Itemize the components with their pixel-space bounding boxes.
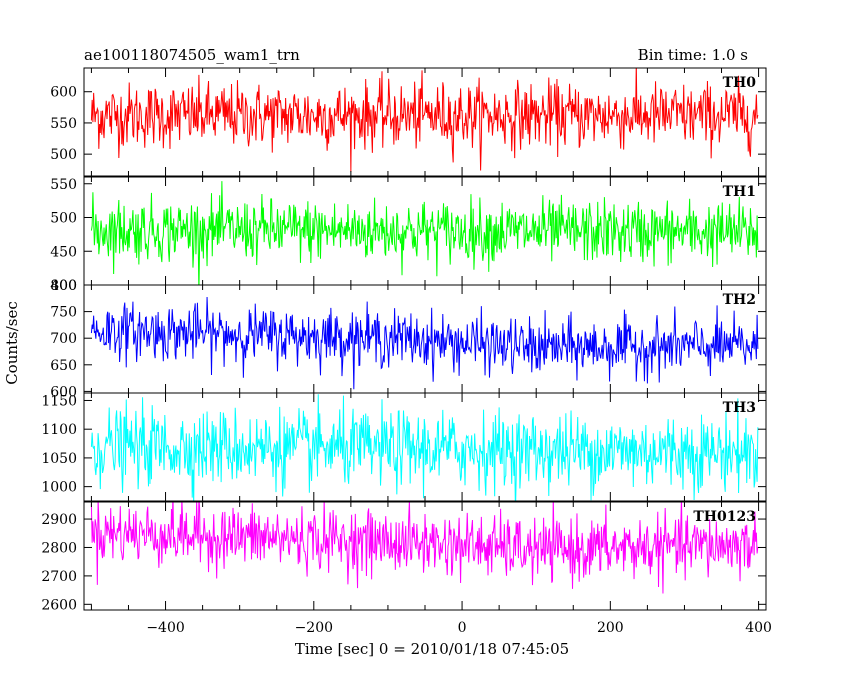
bin-time-label: Bin time: 1.0 s [638, 46, 748, 64]
y-tick-label: 400 [50, 278, 77, 294]
y-tick-label: 500 [50, 147, 77, 163]
x-axis-label: Time [sec] 0 = 2010/01/18 07:45:05 [295, 640, 569, 658]
y-tick-label: 1000 [41, 480, 77, 496]
panel-frame [83, 67, 767, 177]
y-tick-label: 1150 [41, 393, 77, 409]
y-tick-label: 450 [50, 244, 77, 260]
series-label: TH0123 [693, 509, 756, 525]
y-tick-label: 2700 [41, 569, 77, 585]
x-tick-label: −400 [146, 620, 184, 636]
y-tick-label: 2900 [41, 512, 77, 528]
y-tick-label: 2600 [41, 597, 77, 613]
y-tick-label: 600 [50, 85, 77, 101]
series-line-th1 [90, 181, 759, 285]
y-tick-label: 750 [50, 305, 77, 321]
x-tick-label: −200 [295, 620, 333, 636]
series-line-th0123 [90, 502, 759, 594]
series-line-th2 [90, 297, 759, 390]
y-tick-label: 700 [50, 331, 77, 347]
series-label: TH0 [723, 75, 757, 91]
x-tick-label: 200 [597, 620, 624, 636]
y-tick-label: 500 [50, 211, 77, 227]
y-tick-label: 2800 [41, 540, 77, 556]
y-tick-label: 600 [50, 384, 77, 400]
series-label: TH1 [723, 184, 756, 200]
y-tick-label: 550 [50, 177, 77, 193]
series-label: TH3 [723, 400, 756, 416]
x-tick-label: 400 [745, 620, 772, 636]
y-tick-label: 550 [50, 116, 77, 132]
panels: 500 550 600 TH0 400 450 500 550 TH1 600 650 700 750 8… [41, 67, 772, 636]
x-tick-label: 0 [458, 620, 467, 636]
series-line-th3 [90, 394, 759, 501]
chart-title: ae100118074505_wam1_trn [84, 46, 300, 64]
y-tick-label: 1100 [41, 422, 77, 438]
y-tick-label: 1050 [41, 451, 77, 467]
y-tick-label: 650 [50, 358, 77, 374]
y-axis-label: Counts/sec [3, 301, 21, 385]
y-tick-label: 800 [50, 278, 77, 294]
series-line-th0 [90, 68, 759, 172]
series-label: TH2 [723, 292, 756, 308]
